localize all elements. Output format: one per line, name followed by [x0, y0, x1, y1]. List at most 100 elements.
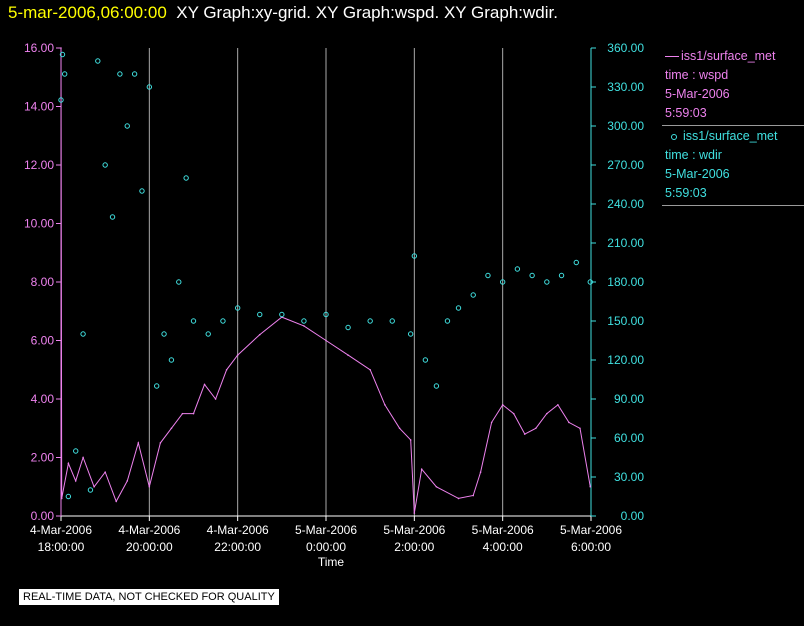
wdir-point	[61, 71, 68, 77]
wdir-series	[58, 51, 593, 500]
wspd-point	[369, 368, 371, 371]
wspd-point	[409, 439, 412, 441]
wdir-point	[301, 318, 307, 324]
wspd-point	[589, 485, 592, 488]
circle-marker-icon	[671, 133, 677, 140]
wdir-point	[455, 305, 462, 311]
y-right-tick-label: 300.00	[607, 119, 644, 133]
wspd-series	[60, 47, 592, 514]
wdir-point	[87, 487, 94, 493]
wspd-point	[457, 497, 460, 500]
x-tick-label: 5-Mar-2006	[560, 523, 622, 537]
wdir-point	[389, 318, 395, 324]
legend-entry-wdir: iss1/surface_met time : wdir 5-Mar-2006 …	[662, 126, 804, 206]
wspd-point	[203, 383, 206, 386]
wspd-point	[74, 480, 77, 482]
wspd-point	[67, 462, 70, 465]
wdir-point	[529, 272, 535, 279]
y-right-tick-label: 210.00	[607, 236, 644, 250]
wspd-point	[534, 427, 537, 430]
y-left-tick-label: 2.00	[31, 451, 55, 465]
wdir-point	[65, 493, 72, 500]
wdir-point	[422, 357, 429, 363]
wspd-point	[546, 412, 548, 415]
wspd-point	[579, 427, 581, 430]
wdir-point	[59, 51, 66, 58]
wdir-point	[139, 188, 145, 194]
wspd-point	[115, 500, 118, 503]
wdir-point	[153, 383, 160, 389]
wspd-point	[472, 494, 475, 497]
x-tick-label: 6:00:00	[571, 540, 611, 554]
wdir-point	[558, 272, 565, 279]
y-right-tick-label: 90.00	[614, 392, 644, 406]
wdir-point	[168, 357, 175, 363]
legend-entry-wspd: iss1/surface_met time : wspd 5-Mar-2006 …	[662, 46, 804, 126]
wdir-point	[433, 383, 440, 389]
header-graph-titles: XY Graph:xy-grid. XY Graph:wspd. XY Grap…	[176, 3, 558, 22]
legend-wdir-date: 5-Mar-2006	[665, 167, 730, 181]
x-axis-title: Time	[318, 555, 345, 569]
wspd-point	[214, 398, 217, 400]
y-right-tick-label: 0.00	[621, 509, 645, 523]
legend-wspd-date: 5-Mar-2006	[665, 87, 730, 101]
x-tick-label: 5-Mar-2006	[472, 523, 534, 537]
y-left-tick-label: 10.00	[24, 217, 54, 231]
wdir-point	[117, 71, 123, 77]
x-tick-label: 0:00:00	[306, 540, 346, 554]
wspd-point	[159, 442, 162, 444]
wdir-point	[587, 279, 593, 285]
title-bar: 5-mar-2006,06:00:00 XY Graph:xy-grid. XY…	[8, 3, 558, 23]
axes-layer: 4-Mar-2006 18:00:00 4-Mar-2006 20:00:00 4-Ma…	[24, 41, 644, 554]
grid-layer	[148, 48, 504, 516]
wdir-point	[109, 214, 116, 220]
wdir-point	[220, 318, 226, 324]
x-tick-label: 5-Mar-2006	[383, 523, 445, 537]
wdir-point	[411, 253, 418, 259]
y-left-tick-label: 6.00	[31, 334, 55, 348]
wspd-point	[490, 421, 493, 424]
wdir-point	[514, 266, 521, 272]
y-right-tick-label: 360.00	[607, 41, 644, 55]
y-left-tick-label: 14.00	[24, 100, 54, 114]
x-tick-label: 5-Mar-2006	[295, 523, 357, 537]
wspd-point	[435, 485, 438, 488]
wdir-point	[499, 279, 506, 285]
wspd-point	[170, 427, 173, 430]
wdir-point	[279, 311, 285, 318]
wspd-point	[501, 404, 504, 406]
y-right-tick-label: 330.00	[607, 80, 644, 94]
legend: iss1/surface_met time : wspd 5-Mar-2006 …	[662, 46, 804, 206]
wdir-point	[257, 311, 263, 318]
wdir-point	[470, 292, 476, 298]
wdir-point	[485, 272, 491, 279]
x-tick-label: 2:00:00	[394, 540, 434, 554]
wspd-point	[303, 325, 305, 327]
legend-wspd-var: time : wspd	[665, 68, 729, 82]
y-left-tick-label: 0.00	[31, 509, 55, 523]
y-left-tick-label: 8.00	[31, 275, 55, 289]
wdir-point	[345, 324, 351, 331]
wdir-point	[183, 175, 189, 181]
wspd-point	[225, 368, 228, 371]
wdir-point	[124, 123, 130, 129]
y-right-tick-label: 120.00	[607, 353, 644, 367]
y-left-tick-label: 12.00	[24, 158, 54, 172]
legend-wspd-time: 5:59:03	[665, 106, 707, 120]
header-timestamp: 5-mar-2006,06:00:00	[8, 3, 167, 22]
wdir-point	[205, 331, 211, 337]
x-tick-label: 20:00:00	[126, 540, 173, 554]
quality-note: REAL-TIME DATA, NOT CHECKED FOR QUALITY	[19, 589, 279, 605]
wdir-point	[131, 71, 138, 77]
wspd-point	[236, 354, 239, 356]
wdir-point	[573, 259, 579, 266]
wdir-point	[102, 162, 108, 168]
x-tick-label: 4-Mar-2006	[30, 523, 92, 537]
wdir-point	[323, 311, 329, 318]
y-left-tick-label: 16.00	[24, 41, 54, 55]
wdir-point	[544, 279, 550, 285]
legend-wspd-source: iss1/surface_met	[681, 49, 776, 63]
wdir-point	[234, 305, 241, 311]
wspd-point	[420, 468, 423, 471]
wspd-point	[60, 47, 62, 49]
